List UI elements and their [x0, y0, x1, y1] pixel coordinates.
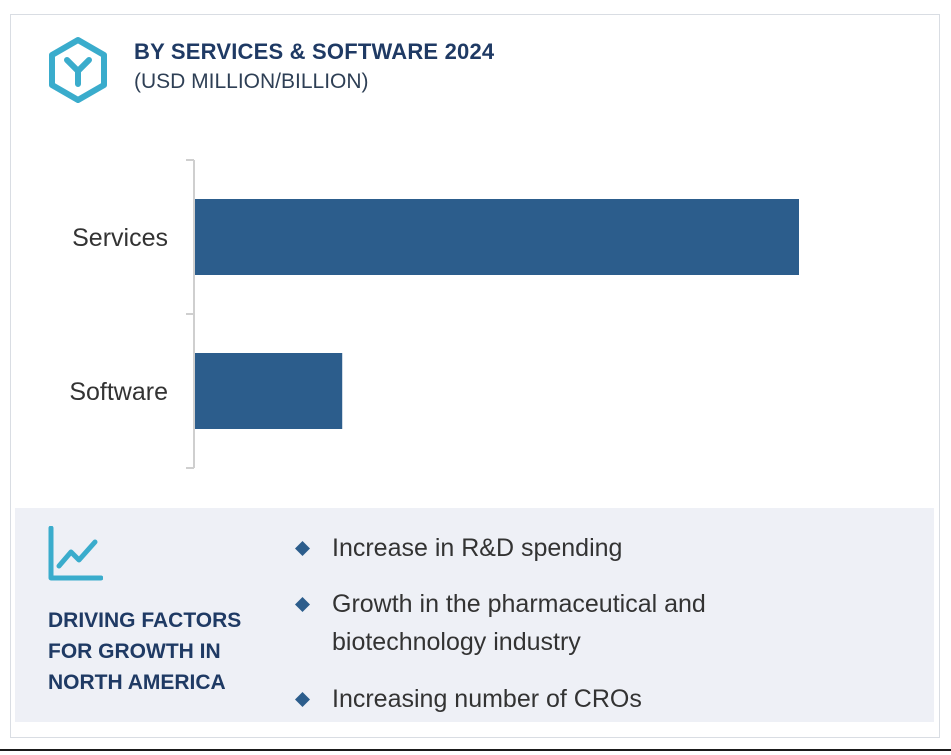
category-label-software: Software — [69, 378, 168, 406]
diamond-bullet-icon — [295, 541, 310, 556]
factor-line: Increasing number of CROs — [332, 685, 642, 713]
heading-line: FOR GROWTH IN — [48, 640, 221, 663]
driving-factors-heading: DRIVING FACTORS FOR GROWTH IN NORTH AMER… — [48, 605, 278, 698]
diamond-bullet-icon — [295, 692, 310, 707]
factor-text: Increase in R&D spending — [332, 529, 622, 567]
factor-line: Increase in R&D spending — [332, 534, 623, 562]
heading-line: DRIVING FACTORS — [48, 609, 242, 632]
bottom-rule — [0, 749, 951, 751]
chart-subtitle: (USD MILLION/BILLION) — [134, 70, 369, 93]
factor-line: Growth in the pharmaceutical and — [332, 590, 706, 618]
bar-chart: Services Software — [40, 150, 860, 480]
bar-chart-svg: Services Software — [69, 159, 799, 469]
factor-line: biotechnology industry — [332, 628, 581, 656]
diamond-bullet-icon — [295, 597, 310, 612]
category-label-services: Services — [72, 224, 168, 252]
driving-factors-panel: DRIVING FACTORS FOR GROWTH IN NORTH AMER… — [15, 508, 934, 722]
trend-line-icon — [48, 526, 103, 581]
hexagon-y-icon — [49, 37, 107, 103]
bar-services — [195, 199, 799, 275]
bar-software — [195, 353, 343, 429]
chart-title: BY SERVICES & SOFTWARE 2024 — [134, 39, 495, 64]
heading-line: NORTH AMERICA — [48, 671, 226, 694]
factor-text: Growth in the pharmaceutical and biotech… — [332, 585, 706, 661]
factor-text: Increasing number of CROs — [332, 680, 642, 718]
